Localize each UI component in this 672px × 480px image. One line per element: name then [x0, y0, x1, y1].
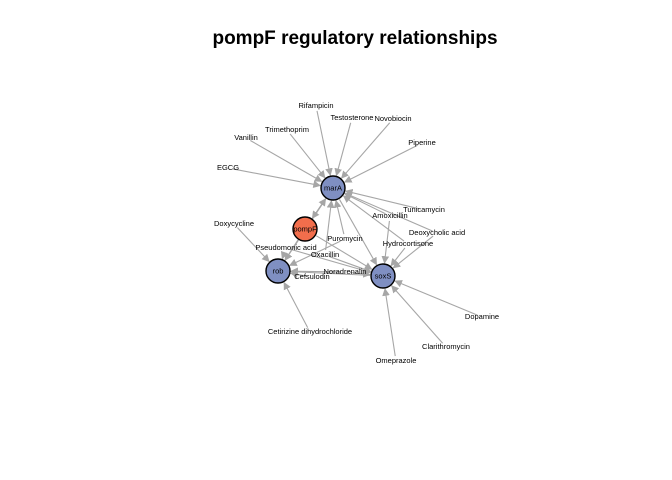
compound-label-dopamine: Dopamine [465, 312, 499, 321]
compound-label-cetirizine-dihydrochloride: Cetirizine dihydrochloride [268, 327, 352, 336]
compound-label-testosterone: Testosterone [331, 113, 374, 122]
edge-omeprazole-to-soxs [382, 288, 396, 357]
compound-label-piperine: Piperine [408, 138, 436, 147]
edge-tunicamycin-to-mara [344, 188, 420, 210]
compound-label-oxacillin: Oxacillin [311, 250, 339, 259]
node-soxs[interactable] [370, 263, 396, 289]
compound-label-tunicamycin: Tunicamycin [403, 205, 445, 214]
compound-label-novobiocin: Novobiocin [374, 114, 411, 123]
diagram-title: pompF regulatory relationships [212, 28, 498, 49]
compound-label-vanillin: Vanillin [234, 133, 258, 142]
edge-hydrocortisone-to-soxs [390, 247, 406, 267]
edge-vanillin-to-mara [250, 140, 323, 182]
edge-noradrenalin-to-soxs [349, 270, 371, 278]
edge-trimethoprim-to-mara [289, 133, 326, 179]
edge-amoxicillin-to-soxs [381, 220, 390, 264]
compound-label-trimethoprim: Trimethoprim [265, 125, 309, 134]
edge-novobiocin-to-mara [341, 122, 391, 179]
edge-hydrocortisone-to-mara [342, 195, 405, 242]
edge-soxs-to-rob [290, 268, 371, 276]
compound-label-clarithromycin: Clarithromycin [422, 342, 470, 351]
edge-mara-to-soxs [338, 199, 378, 266]
edge-deoxycholic-acid-to-soxs [392, 235, 434, 269]
edge-cetirizine-dihydrochloride-to-rob [283, 281, 309, 328]
edge-dopamine-to-soxs [394, 280, 478, 316]
node-layer [265, 175, 396, 289]
node-label-mara: marA [324, 183, 342, 192]
compound-label-egcg: EGCG [217, 163, 239, 172]
node-label-rob: rob [273, 266, 284, 275]
compound-label-puromycin: Puromycin [327, 234, 362, 243]
edge-layer [232, 110, 478, 357]
edge-egcg-to-mara [232, 168, 321, 189]
compound-label-omeprazole: Omeprazole [376, 356, 417, 365]
edge-clarithromycin-to-soxs [391, 285, 444, 344]
compound-label-amoxicillin: Amoxicillin [372, 211, 407, 220]
edge-pseudomonic-acid-to-rob [280, 250, 289, 260]
edge-piperine-to-mara [343, 144, 418, 183]
compound-label-pseudomonic-acid: Pseudomonic acid [255, 243, 316, 252]
edge-deoxycholic-acid-to-mara [344, 192, 433, 232]
edge-puromycin-to-mara [333, 199, 345, 235]
compound-label-rifampicin: Rifampicin [298, 101, 333, 110]
compound-label-deoxycholic-acid: Deoxycholic acid [409, 228, 465, 237]
edge-noradrenalin-to-rob [290, 267, 341, 276]
edge-rifampicin-to-mara [316, 110, 333, 177]
compound-label-hydrocortisone: Hydrocortisone [383, 239, 433, 248]
compound-label-doxycycline: Doxycycline [214, 219, 254, 228]
node-rob[interactable] [265, 258, 291, 284]
edge-doxycycline-to-rob [237, 227, 270, 263]
edge-testosterone-to-mara [334, 122, 352, 177]
node-label-soxs: soxS [375, 271, 392, 280]
node-pompf[interactable] [292, 216, 318, 242]
node-mara[interactable] [320, 175, 346, 201]
edge-pompf-to-soxs [315, 235, 373, 270]
node-label-pompf: pompF [293, 224, 317, 233]
compound-label-cefsulodin: Cefsulodin [294, 272, 329, 281]
edge-pseudomonic-acid-to-soxs [290, 248, 372, 275]
compound-label-noradrenalin: Noradrenalin [324, 267, 367, 276]
